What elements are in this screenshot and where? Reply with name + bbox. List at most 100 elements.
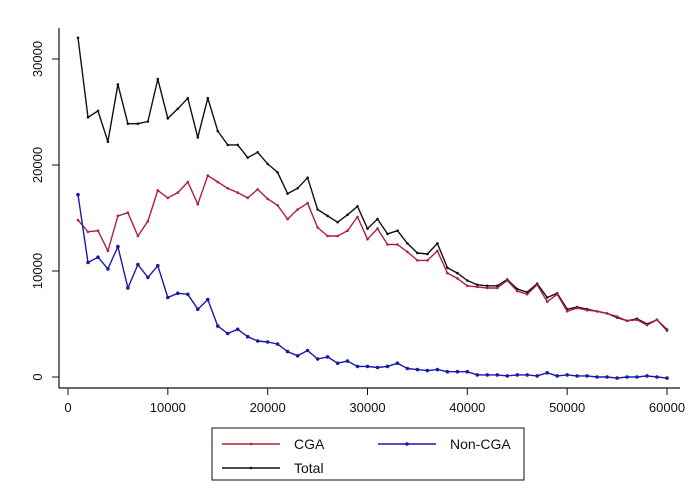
data-point-cga xyxy=(376,227,379,230)
data-point-total xyxy=(406,242,409,245)
legend-swatch-marker xyxy=(249,466,253,470)
legend-label: Non-CGA xyxy=(450,436,511,452)
data-point-total xyxy=(146,120,150,123)
data-point-total xyxy=(376,217,379,221)
data-point-total xyxy=(266,162,270,166)
data-point-cga xyxy=(96,229,100,232)
data-point-total xyxy=(426,252,429,256)
data-point-cga xyxy=(486,286,489,290)
data-point-cga xyxy=(246,196,249,200)
data-point-total xyxy=(156,77,160,81)
series-non-cga xyxy=(76,192,669,380)
x-tick-label: 50000 xyxy=(549,400,585,415)
plot-area: 0 10000 20000 30000 40000 50000 60000 0 10000 20… xyxy=(30,28,685,415)
data-point-total xyxy=(356,205,359,208)
series-layer xyxy=(76,36,669,380)
x-axis-ticks: 0 10000 20000 30000 40000 50000 60000 xyxy=(64,388,685,415)
data-point-non-cga xyxy=(76,192,80,197)
data-point-total xyxy=(226,143,229,147)
legend-item-total: Total xyxy=(222,460,324,476)
x-tick-label: 40000 xyxy=(449,400,485,415)
data-point-cga xyxy=(496,286,499,290)
data-point-cga xyxy=(426,259,429,262)
data-point-non-cga xyxy=(665,376,669,380)
data-point-non-cga xyxy=(166,295,170,300)
data-point-non-cga xyxy=(196,307,200,312)
data-point-non-cga xyxy=(385,364,390,369)
data-point-total xyxy=(116,83,120,86)
series-line-total xyxy=(77,37,668,331)
data-point-non-cga xyxy=(315,357,320,361)
data-point-non-cga xyxy=(375,365,380,370)
data-point-total xyxy=(236,143,239,147)
data-point-non-cga xyxy=(505,374,510,378)
data-point-cga xyxy=(466,284,469,288)
data-point-non-cga xyxy=(655,375,659,379)
data-point-non-cga xyxy=(515,373,520,377)
data-point-cga xyxy=(306,201,309,205)
data-point-total xyxy=(256,151,260,154)
y-tick-label: 30000 xyxy=(30,41,45,77)
data-point-non-cga xyxy=(216,324,220,328)
data-point-cga xyxy=(446,271,449,275)
data-point-cga xyxy=(156,189,160,192)
x-tick-label: 20000 xyxy=(250,400,286,415)
data-point-cga xyxy=(286,217,289,221)
legend-swatch-marker xyxy=(405,442,409,446)
data-point-non-cga xyxy=(176,291,180,296)
data-point-non-cga xyxy=(275,342,280,346)
data-point-non-cga xyxy=(495,373,500,377)
data-point-total xyxy=(545,296,549,299)
data-point-cga xyxy=(236,191,239,194)
data-point-total xyxy=(456,271,459,275)
data-point-non-cga xyxy=(585,374,589,378)
data-point-total xyxy=(186,96,190,100)
data-point-non-cga xyxy=(565,373,569,377)
data-point-non-cga xyxy=(465,369,470,374)
data-point-total xyxy=(126,122,130,125)
data-point-cga xyxy=(595,310,599,313)
data-point-cga xyxy=(476,285,479,289)
data-point-total xyxy=(306,176,309,179)
data-point-total xyxy=(246,156,249,159)
legend-label: CGA xyxy=(294,436,325,452)
data-point-cga xyxy=(316,226,319,229)
data-point-cga xyxy=(326,234,329,238)
data-point-non-cga xyxy=(445,369,450,374)
data-point-cga xyxy=(436,249,439,253)
data-point-cga xyxy=(196,202,200,206)
data-point-non-cga xyxy=(235,327,240,332)
data-point-cga xyxy=(396,243,399,246)
data-point-non-cga xyxy=(425,368,430,373)
legend-item-non-cga: Non-CGA xyxy=(378,436,511,452)
data-point-total xyxy=(326,214,329,218)
legend-swatch-marker xyxy=(249,442,253,446)
legend-label: Total xyxy=(294,460,324,476)
data-point-cga xyxy=(346,229,349,232)
data-point-non-cga xyxy=(96,255,100,259)
data-point-non-cga xyxy=(525,373,529,377)
data-point-non-cga xyxy=(455,369,460,374)
data-point-total xyxy=(446,266,449,270)
data-point-total xyxy=(486,284,489,288)
series-line-cga xyxy=(77,174,668,330)
data-point-cga xyxy=(555,293,559,296)
data-point-cga xyxy=(106,249,110,253)
data-point-cga xyxy=(356,215,359,219)
data-point-cga xyxy=(186,180,190,184)
data-point-non-cga xyxy=(395,361,400,366)
data-point-cga xyxy=(545,300,549,304)
data-point-non-cga xyxy=(605,375,609,379)
data-point-non-cga xyxy=(225,331,230,336)
data-point-cga xyxy=(565,310,569,313)
data-point-non-cga xyxy=(255,339,260,343)
data-point-non-cga xyxy=(595,375,599,379)
data-point-non-cga xyxy=(365,364,370,369)
data-point-cga xyxy=(665,328,669,331)
data-point-cga xyxy=(625,319,629,323)
data-point-non-cga xyxy=(575,374,579,378)
data-point-total xyxy=(436,242,439,245)
data-point-non-cga xyxy=(435,367,440,372)
data-point-cga xyxy=(266,197,270,201)
data-point-total xyxy=(76,36,80,40)
